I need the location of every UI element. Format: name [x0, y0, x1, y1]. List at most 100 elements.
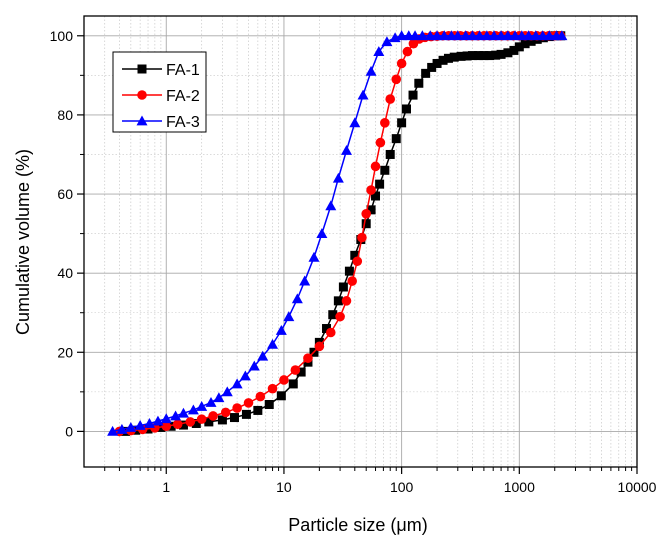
data-point [496, 49, 506, 59]
data-point [166, 421, 176, 431]
data-point [514, 42, 524, 52]
x-tick-label: 10000 [618, 479, 657, 495]
data-point [366, 205, 376, 215]
data-point [296, 367, 306, 377]
data-point [257, 350, 269, 361]
data-point [375, 137, 386, 148]
data-point [299, 275, 311, 286]
data-point [357, 89, 369, 100]
data-point [316, 228, 328, 238]
y-tick-label: 80 [57, 107, 73, 123]
data-point [380, 165, 390, 175]
data-point [488, 30, 500, 41]
data-point [491, 50, 501, 60]
data-point [161, 421, 172, 432]
data-point [402, 104, 412, 114]
data-point [276, 391, 286, 401]
data-point [172, 419, 183, 430]
data-point [485, 51, 495, 61]
data-point [474, 30, 486, 41]
data-point [288, 379, 298, 389]
data-point [370, 161, 381, 172]
data-point [239, 370, 251, 381]
data-point [177, 407, 189, 418]
x-tick-label: 10 [276, 479, 292, 495]
y-tick-label: 20 [57, 344, 73, 360]
data-point [365, 65, 377, 76]
data-point [283, 311, 295, 322]
legend-label: FA-3 [166, 114, 200, 131]
data-point [264, 399, 274, 409]
legend-item-fa-2: FA-2 [122, 88, 200, 105]
data-point [391, 74, 402, 85]
legend-label: FA-1 [166, 62, 200, 79]
data-point [248, 360, 260, 371]
data-point [290, 365, 301, 375]
data-point [275, 325, 287, 335]
data-point [196, 400, 208, 411]
legend-marker [137, 64, 147, 74]
data-point [391, 134, 401, 144]
data-point [338, 282, 348, 292]
data-point [221, 386, 233, 397]
data-point [352, 256, 363, 267]
y-tick-label: 100 [50, 28, 74, 44]
data-point [385, 94, 396, 104]
data-point [481, 30, 493, 41]
data-point [341, 296, 352, 306]
data-point [381, 36, 393, 47]
data-point [255, 391, 266, 402]
data-point [220, 407, 231, 418]
data-point [466, 30, 478, 41]
data-point [467, 51, 477, 61]
data-point [421, 68, 431, 78]
data-point [267, 338, 279, 349]
data-point [543, 30, 555, 41]
y-tick-label: 0 [65, 423, 73, 439]
data-point [503, 48, 513, 58]
data-point [344, 266, 354, 276]
data-point [253, 405, 263, 415]
data-point [357, 232, 367, 243]
data-point [231, 378, 243, 389]
data-point [402, 46, 413, 57]
data-point [361, 209, 372, 219]
data-point [314, 341, 325, 352]
data-point [208, 411, 218, 421]
x-tick-label: 1 [162, 479, 170, 495]
data-point [474, 51, 484, 61]
axes: 1 10 100 1000 10000 0 20 40 60 80 100 [50, 28, 657, 495]
data-point [152, 415, 164, 426]
legend: FA-1 FA-2 FA-3 [112, 51, 207, 133]
data-point [328, 310, 338, 320]
data-point [452, 30, 464, 41]
data-point [279, 375, 289, 385]
data-point [325, 200, 337, 211]
data-point [371, 191, 381, 201]
data-point [116, 423, 128, 434]
data-point [432, 58, 442, 68]
data-point [456, 51, 466, 61]
data-point [335, 311, 345, 322]
data-point [462, 51, 472, 61]
data-point [431, 30, 443, 41]
data-point [449, 52, 459, 62]
data-point [325, 327, 336, 338]
data-point [125, 421, 137, 432]
legend-item-fa-1: FA-1 [122, 62, 200, 79]
data-point [523, 30, 535, 41]
data-point [170, 410, 182, 421]
y-axis-title: Cumulative volume (%) [13, 149, 33, 335]
data-point [479, 51, 489, 61]
series-line [112, 35, 562, 433]
plot-frame [83, 15, 638, 468]
data-point [143, 417, 155, 428]
grid [84, 16, 638, 467]
legend-box [112, 51, 207, 133]
data-point [232, 403, 242, 413]
data-point [333, 296, 343, 306]
x-axis-title: Particle size (μm) [288, 515, 427, 535]
data-point [178, 420, 188, 430]
data-point [217, 415, 227, 425]
